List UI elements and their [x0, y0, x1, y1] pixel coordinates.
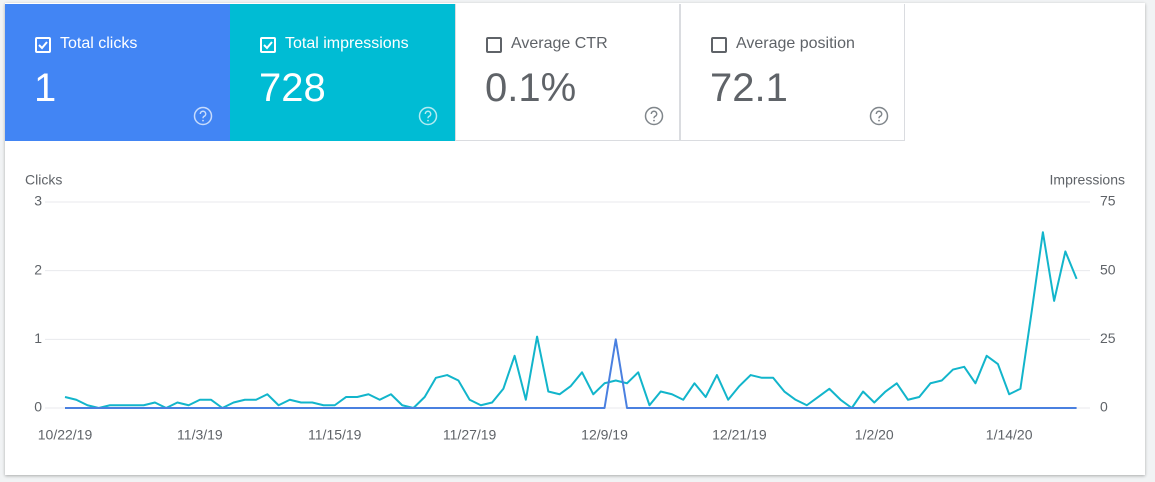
y2-tick-label: 50 [1100, 261, 1116, 277]
x-tick-label: 11/3/19 [177, 427, 223, 443]
series-line [64, 231, 1078, 409]
x-tick-label: 11/27/19 [443, 427, 497, 443]
checkbox[interactable] [35, 37, 51, 53]
y2-tick-label: 75 [1100, 193, 1116, 209]
x-tick-label: 1/2/20 [855, 427, 894, 443]
help-icon[interactable] [193, 106, 213, 131]
x-tick-label: 10/22/19 [38, 427, 93, 443]
metric-tile[interactable]: Average CTR 0.1% [455, 4, 680, 141]
metric-label: Total clicks [60, 35, 138, 52]
help-icon[interactable] [644, 106, 664, 131]
y2-axis-label: Impressions [1050, 172, 1125, 188]
panel: Clicks Impressions 0 1 2 3 0 25 50 75 10/22/19 11… [5, 3, 1145, 475]
x-tick-label: 12/9/19 [581, 427, 628, 443]
x-tick-label: 1/14/20 [986, 427, 1033, 443]
metric-tile[interactable]: Average position 72.1 [680, 4, 905, 141]
metric-value: 728 [259, 66, 326, 110]
checkbox[interactable] [711, 37, 727, 53]
checkbox[interactable] [486, 37, 502, 53]
metric-value: 72.1 [710, 66, 788, 110]
y-axis-label: Clicks [25, 172, 62, 188]
help-icon[interactable] [418, 106, 438, 131]
x-tick-label: 12/21/19 [712, 427, 767, 443]
help-icon[interactable] [869, 106, 889, 131]
y2-tick-label: 25 [1100, 330, 1116, 346]
metric-value: 1 [34, 66, 57, 110]
metric-tile[interactable]: Total impressions 728 [230, 4, 455, 141]
metric-label: Average CTR [511, 35, 608, 52]
metric-value: 0.1% [485, 66, 577, 110]
metric-tile[interactable]: Total clicks 1 [5, 4, 230, 141]
metric-label: Total impressions [285, 35, 409, 52]
series-line [65, 338, 1077, 409]
y2-tick-label: 0 [1100, 399, 1108, 415]
y-tick-label: 2 [34, 261, 42, 277]
y-tick-label: 0 [34, 399, 42, 415]
checkbox[interactable] [260, 37, 276, 53]
y-tick-label: 3 [34, 193, 42, 209]
chart: Clicks Impressions 0 1 2 3 0 25 50 75 10/22/19 11… [25, 172, 1125, 443]
y-tick-label: 1 [34, 330, 42, 346]
metric-label: Average position [736, 35, 855, 52]
x-tick-label: 11/15/19 [308, 427, 362, 443]
